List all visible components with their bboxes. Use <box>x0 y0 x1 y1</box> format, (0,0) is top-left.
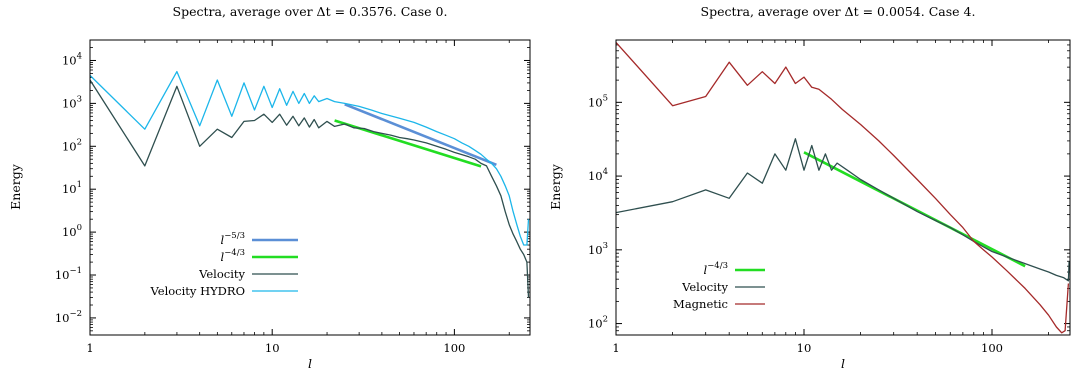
plot-frame <box>89 39 531 336</box>
series-line-l-5-3 <box>344 103 497 167</box>
y-tick-label: 105 <box>588 93 608 109</box>
y-tick-base: 10 <box>62 139 77 153</box>
series-line-velocity <box>89 79 530 298</box>
y-tick-label: 103 <box>588 241 608 257</box>
legend-label: l−5/3 <box>221 231 246 247</box>
chart-title: Spectra, average over Δt = 0.0054. Case … <box>701 4 976 19</box>
x-tick-label: 10 <box>797 341 812 355</box>
x-tick-label: 100 <box>443 341 465 355</box>
legend-label: Velocity HYDRO <box>150 284 245 298</box>
y-tick-exponent: 2 <box>77 137 82 147</box>
y-tick-base: 10 <box>62 53 77 67</box>
y-tick-exponent: 3 <box>77 94 82 104</box>
legend-label-exponent: −4/3 <box>224 248 245 258</box>
series-line-velocity <box>615 138 1070 282</box>
y-tick-base: 10 <box>588 169 603 183</box>
y-tick-label: 104 <box>588 167 608 183</box>
y-tick-label: 10−2 <box>55 309 82 325</box>
plot-series <box>89 70 530 298</box>
y-tick-base: 10 <box>588 243 603 257</box>
y-tick-exponent: 4 <box>603 167 608 177</box>
x-tick-label: 1 <box>612 341 619 355</box>
y-tick-exponent: 4 <box>77 51 82 61</box>
y-tick-label: 100 <box>62 223 82 239</box>
legend-label: Velocity <box>681 280 728 294</box>
legend-label-base: l <box>221 250 225 264</box>
legend-label-exponent: −5/3 <box>224 231 245 241</box>
chart-panel-case-4: Spectra, average over Δt = 0.0054. Case … <box>548 4 1071 371</box>
x-axis-label: l <box>841 356 845 371</box>
y-tick-exponent: −2 <box>69 309 82 319</box>
y-tick-base: 10 <box>55 311 70 325</box>
y-tick-exponent: 3 <box>603 241 608 251</box>
legend-label-base: l <box>221 233 225 247</box>
y-tick-exponent: −1 <box>69 266 82 276</box>
x-tick-label: 100 <box>981 341 1003 355</box>
y-tick-label: 104 <box>62 51 82 67</box>
legend-label: Velocity <box>198 267 245 281</box>
y-tick-label: 10−1 <box>55 266 82 282</box>
plot-series <box>615 41 1070 334</box>
series-line-velocity-hydro <box>89 70 530 246</box>
y-axis-label: Energy <box>548 163 563 210</box>
y-tick-label: 102 <box>588 315 608 331</box>
chart-panel-case-0: Spectra, average over Δt = 0.3576. Case … <box>8 4 531 371</box>
y-tick-base: 10 <box>588 317 603 331</box>
plot-frame <box>615 39 1071 336</box>
legend: l−4/3 Velocity Magnetic <box>673 261 765 311</box>
legend-label-exponent: −4/3 <box>707 261 728 271</box>
y-tick-base: 10 <box>55 268 70 282</box>
series-line-l-4-3 <box>803 151 1026 268</box>
legend-label: Magnetic <box>673 297 728 311</box>
y-tick-label: 102 <box>62 137 82 153</box>
x-tick-label: 10 <box>265 341 280 355</box>
legend-label: l−4/3 <box>704 261 729 277</box>
y-tick-base: 10 <box>588 95 603 109</box>
y-axis-label: Energy <box>8 163 23 210</box>
y-tick-label: 103 <box>62 94 82 110</box>
x-tick-label: 1 <box>86 341 93 355</box>
series-line-magnetic <box>615 41 1070 334</box>
y-tick-base: 10 <box>62 96 77 110</box>
y-tick-exponent: 5 <box>603 93 608 103</box>
y-tick-exponent: 1 <box>77 180 82 190</box>
y-tick-base: 10 <box>62 225 77 239</box>
legend-label: l−4/3 <box>221 248 246 264</box>
y-tick-exponent: 0 <box>77 223 82 233</box>
legend-label-base: l <box>704 263 708 277</box>
y-tick-base: 10 <box>62 182 77 196</box>
y-tick-exponent: 2 <box>603 315 608 325</box>
y-tick-label: 101 <box>62 180 82 196</box>
x-axis-label: l <box>308 356 312 371</box>
chart-title: Spectra, average over Δt = 0.3576. Case … <box>173 4 448 19</box>
